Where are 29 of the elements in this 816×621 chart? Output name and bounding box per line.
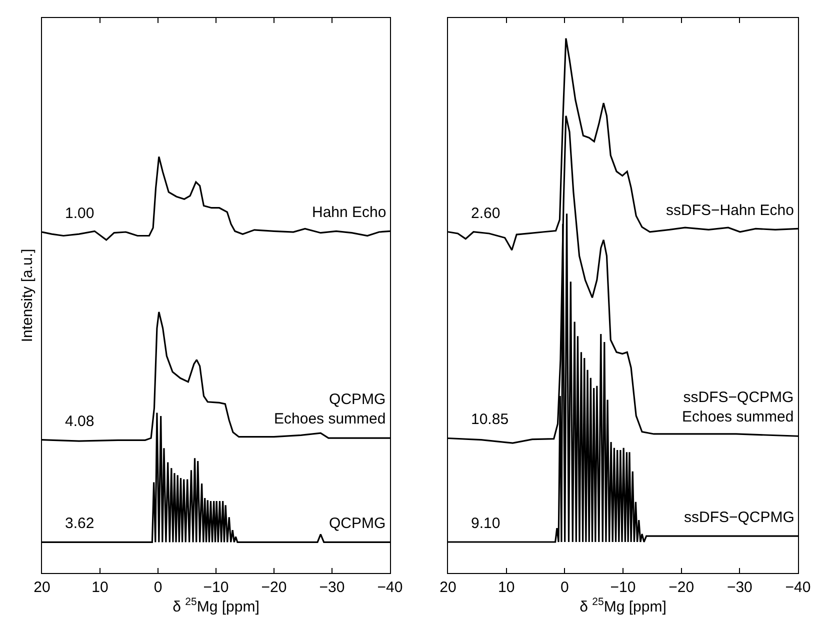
series-label: Hahn Echo xyxy=(312,204,386,221)
y-axis-title: Intensity [a.u.] xyxy=(19,248,36,342)
x-tick-label: −20 xyxy=(261,579,287,596)
x-tick-label: 20 xyxy=(34,579,50,596)
series-label: QCPMG xyxy=(329,515,386,532)
x-tick-label: −20 xyxy=(668,579,694,596)
x-tick-label: 20 xyxy=(440,579,456,596)
x-tick-label: 10 xyxy=(92,579,108,596)
x-tick-label: −10 xyxy=(610,579,636,596)
x-axis-title: δ $^{25}$Mg [ppm] xyxy=(172,596,260,616)
x-tick-label: 0 xyxy=(560,579,569,596)
series-label: ssDFS−QCPMG Echoes summed xyxy=(682,389,794,426)
x-tick-label: −30 xyxy=(726,579,752,596)
annotation: 4.08 xyxy=(65,413,94,430)
x-tick-label: −10 xyxy=(203,579,229,596)
x-tick-label: −40 xyxy=(377,579,403,596)
annotation: 9.10 xyxy=(471,515,500,532)
annotation: 1.00 xyxy=(65,205,94,222)
x-tick-label: 0 xyxy=(154,579,162,596)
x-tick-label: −40 xyxy=(785,579,811,596)
series-label: ssDFS−Hahn Echo xyxy=(666,202,794,219)
x-tick-label: 10 xyxy=(498,579,515,596)
x-tick-label: −30 xyxy=(319,579,345,596)
annotation: 10.85 xyxy=(471,411,509,428)
annotation: 3.62 xyxy=(65,515,94,532)
series-label: ssDFS−QCPMG xyxy=(684,509,794,526)
annotation: 2.60 xyxy=(471,205,500,222)
x-axis-title: δ $^{25}$Mg [ppm] xyxy=(580,596,666,616)
series-label: QCPMG Echoes summed xyxy=(274,391,386,428)
